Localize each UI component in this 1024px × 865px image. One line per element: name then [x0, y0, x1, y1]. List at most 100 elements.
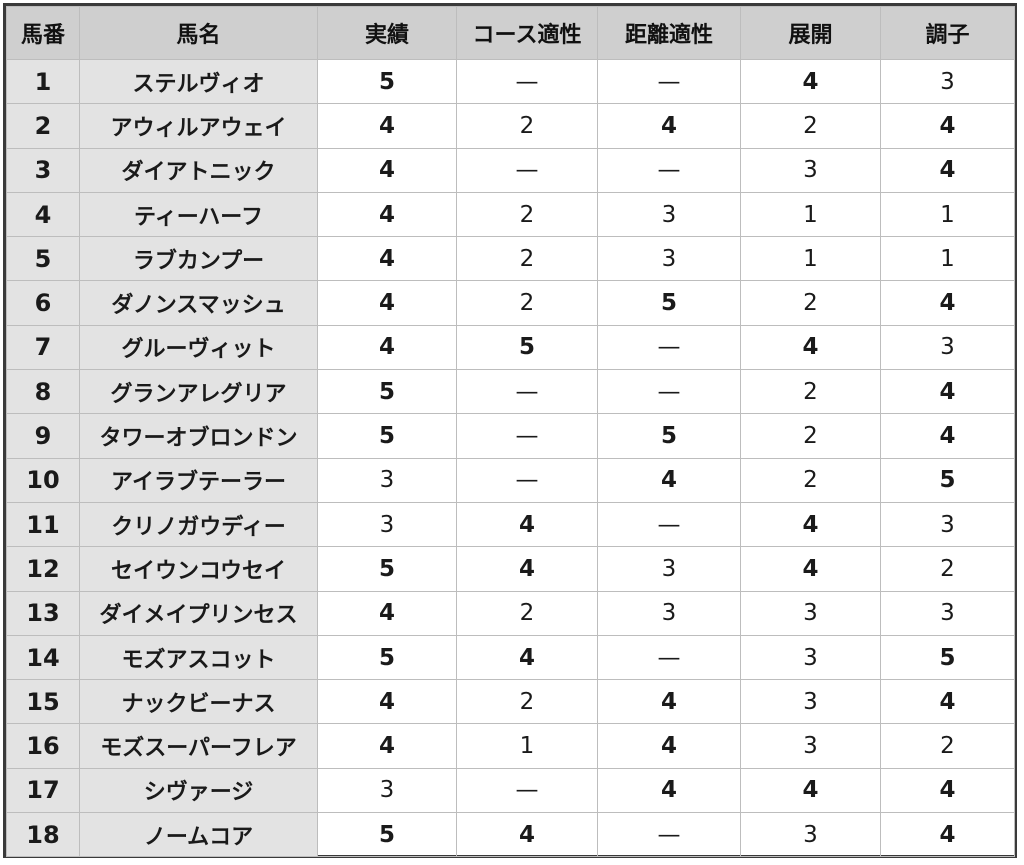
horse-name-cell: クリノガウディー: [79, 501, 318, 548]
table-row: 1 ステルヴィオ 5— —4 3: [6, 58, 1015, 105]
table-row: 15 ナックビーナス 4 2 4 3 4: [6, 679, 1015, 725]
pace-score-cell: 2: [740, 103, 881, 149]
horse-number-cell: 7: [6, 324, 80, 371]
table-row: 13 ダイメイプリンセス 4 2 3 3 3: [6, 590, 1015, 636]
distance-score-cell: 5: [597, 413, 741, 459]
course-score-cell: 2: [456, 191, 598, 238]
record-score-cell: 3: [317, 457, 457, 503]
course-score-cell: 2: [456, 590, 598, 636]
course-score-cell: —: [456, 369, 598, 415]
record-score-cell: 3: [317, 767, 457, 814]
header-record: 実績: [317, 6, 457, 60]
record-score-cell: 5: [317, 812, 457, 858]
header-row: 馬番 馬名 実績 コース適性 距離適性 展開 調子: [6, 6, 1015, 60]
horse-number-cell: 8: [6, 369, 80, 415]
table-row: 12 セイウンコウセイ 5 4 3 4 2: [6, 546, 1015, 592]
condition-score-cell: 4: [880, 679, 1015, 725]
course-score-cell: —: [456, 413, 598, 459]
record-score-cell: 5: [317, 413, 457, 459]
horse-number-cell: 12: [6, 546, 80, 592]
distance-score-cell: 4: [597, 767, 741, 814]
distance-score-cell: —: [597, 812, 741, 858]
course-score-cell: 4: [456, 634, 598, 681]
pace-score-cell: 3: [740, 723, 881, 769]
record-score-cell: 4: [317, 723, 457, 769]
horse-name-cell: ステルヴィオ: [79, 58, 318, 105]
condition-score-cell: 4: [880, 812, 1015, 858]
horse-name-cell: セイウンコウセイ: [79, 546, 318, 592]
table-row: 10 アイラブテーラー 3—4 2 5: [6, 457, 1015, 503]
course-score-cell: 4: [456, 501, 598, 548]
pace-score-cell: 1: [740, 191, 881, 238]
horse-name-cell: モズアスコット: [79, 634, 318, 681]
course-score-cell: 2: [456, 679, 598, 725]
horse-number-cell: 15: [6, 679, 80, 725]
pace-score-cell: 2: [740, 280, 881, 326]
condition-score-cell: 3: [880, 324, 1015, 371]
horse-name-cell: アウィルアウェイ: [79, 103, 318, 149]
table-row: 18 ノームコア 5 4—3 4: [6, 812, 1015, 858]
record-score-cell: 4: [317, 280, 457, 326]
pace-score-cell: 3: [740, 634, 881, 681]
distance-score-cell: 4: [597, 457, 741, 503]
course-score-cell: 4: [456, 546, 598, 592]
horse-number-cell: 3: [6, 147, 80, 193]
record-score-cell: 5: [317, 546, 457, 592]
distance-score-cell: 3: [597, 191, 741, 238]
course-score-cell: —: [456, 767, 598, 814]
record-score-cell: 4: [317, 103, 457, 149]
header-condition: 調子: [880, 6, 1015, 60]
table-row: 14 モズアスコット 5 4—3 5: [6, 634, 1015, 681]
pace-score-cell: 4: [740, 546, 881, 592]
horse-number-cell: 1: [6, 58, 80, 105]
horse-name-cell: グランアレグリア: [79, 369, 318, 415]
condition-score-cell: 3: [880, 590, 1015, 636]
course-score-cell: —: [456, 457, 598, 503]
pace-score-cell: 3: [740, 812, 881, 858]
record-score-cell: 3: [317, 501, 457, 548]
evaluation-table-frame: 馬番 馬名 実績 コース適性 距離適性 展開 調子 1 ステルヴィオ 5— —4 3 2 ア…: [3, 3, 1017, 858]
pace-score-cell: 1: [740, 236, 881, 282]
pace-score-cell: 4: [740, 58, 881, 105]
horse-number-cell: 6: [6, 280, 80, 326]
horse-number-cell: 18: [6, 812, 80, 858]
horse-number-cell: 11: [6, 501, 80, 548]
record-score-cell: 4: [317, 590, 457, 636]
record-score-cell: 5: [317, 369, 457, 415]
header-distance-aptitude: 距離適性: [597, 6, 741, 60]
condition-score-cell: 2: [880, 723, 1015, 769]
table-row: 17 シヴァージ 3—4 4 4: [6, 767, 1015, 814]
table-row: 3 ダイアトニック 4— —3 4: [6, 147, 1015, 193]
condition-score-cell: 4: [880, 369, 1015, 415]
horse-name-cell: モズスーパーフレア: [79, 723, 318, 769]
distance-score-cell: —: [597, 634, 741, 681]
horse-number-cell: 9: [6, 413, 80, 459]
horse-name-cell: ナックビーナス: [79, 679, 318, 725]
horse-number-cell: 10: [6, 457, 80, 503]
header-horse-number: 馬番: [6, 6, 80, 60]
table-row: 4 ティーハーフ 4 2 3 1 1: [6, 191, 1015, 238]
horse-number-cell: 4: [6, 191, 80, 238]
table-row: 8 グランアレグリア 5— —2 4: [6, 369, 1015, 415]
condition-score-cell: 4: [880, 103, 1015, 149]
table-row: 9 タワーオブロンドン 5—5 2 4: [6, 413, 1015, 459]
table-row: 2 アウィルアウェイ 4 2 4 2 4: [6, 103, 1015, 149]
course-score-cell: 2: [456, 103, 598, 149]
horse-number-cell: 14: [6, 634, 80, 681]
table-body: 1 ステルヴィオ 5— —4 3 2 アウィルアウェイ 4 2 4 2 4 3 ダイアトニック 4— —3 4 4…: [6, 58, 1015, 858]
condition-score-cell: 5: [880, 634, 1015, 681]
distance-score-cell: 5: [597, 280, 741, 326]
record-score-cell: 5: [317, 634, 457, 681]
pace-score-cell: 4: [740, 767, 881, 814]
horse-name-cell: ラブカンプー: [79, 236, 318, 282]
horse-number-cell: 13: [6, 590, 80, 636]
horse-number-cell: 2: [6, 103, 80, 149]
pace-score-cell: 2: [740, 369, 881, 415]
condition-score-cell: 4: [880, 413, 1015, 459]
horse-evaluation-table: 馬番 馬名 実績 コース適性 距離適性 展開 調子 1 ステルヴィオ 5— —4 3 2 ア…: [6, 6, 1015, 858]
distance-score-cell: 4: [597, 103, 741, 149]
record-score-cell: 5: [317, 58, 457, 105]
distance-score-cell: 3: [597, 546, 741, 592]
pace-score-cell: 4: [740, 324, 881, 371]
condition-score-cell: 2: [880, 546, 1015, 592]
